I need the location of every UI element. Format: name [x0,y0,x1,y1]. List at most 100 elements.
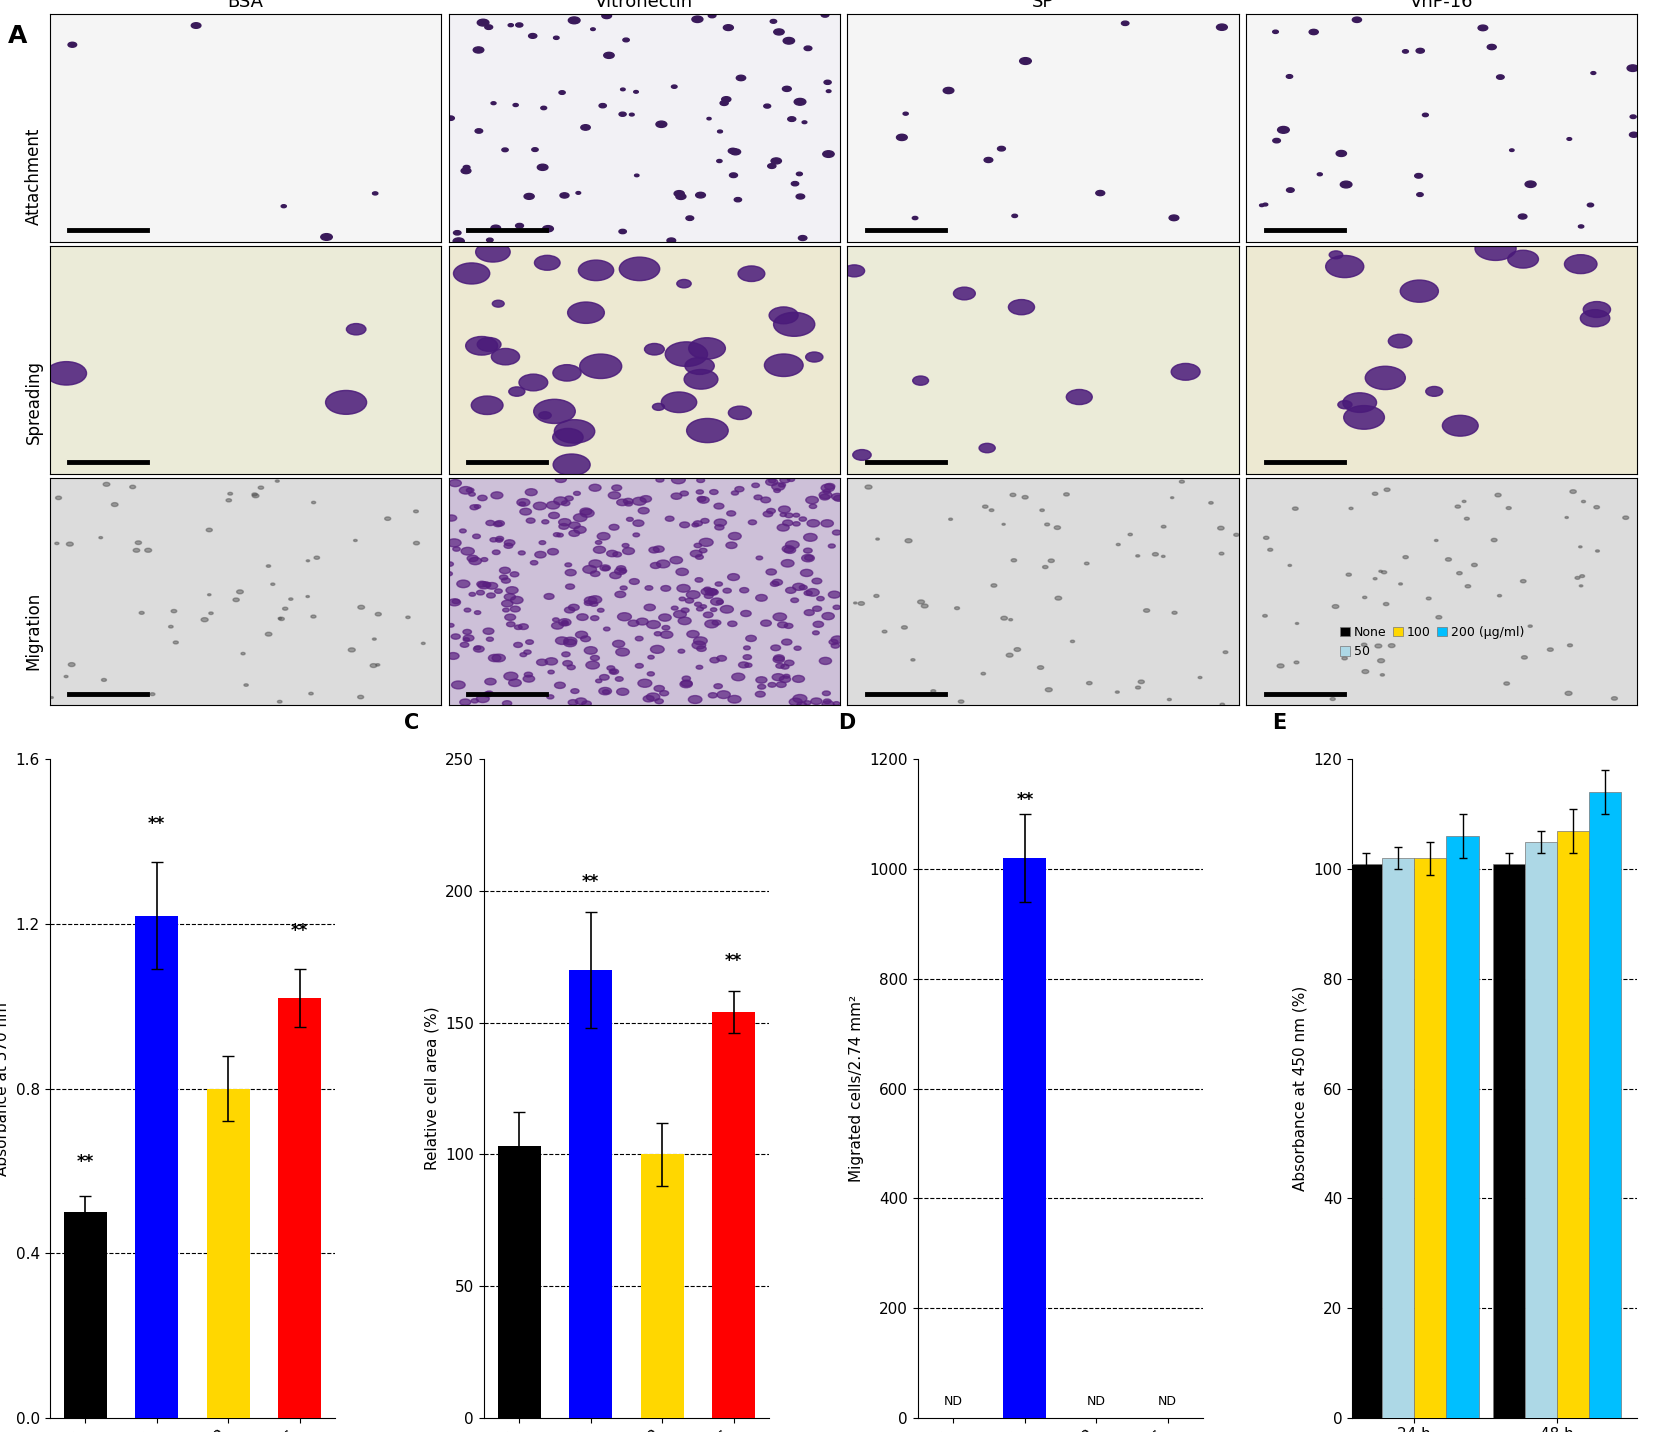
Bar [1004,858,1047,1418]
Circle shape [784,547,796,553]
Circle shape [500,576,508,580]
Circle shape [777,621,787,627]
Circle shape [1565,517,1568,518]
Circle shape [700,548,706,553]
Circle shape [637,619,648,624]
Circle shape [662,626,670,630]
Circle shape [1628,64,1639,72]
Circle shape [822,700,834,707]
Circle shape [609,524,619,530]
Text: **: ** [291,922,308,941]
Text: ND: ND [1158,1395,1178,1408]
Circle shape [486,520,495,526]
Circle shape [1037,666,1044,669]
Circle shape [559,90,566,95]
Circle shape [1128,533,1133,536]
Circle shape [911,659,915,662]
Circle shape [1161,526,1166,528]
Circle shape [753,483,759,487]
Circle shape [610,670,617,673]
Circle shape [1442,415,1479,437]
Circle shape [782,520,792,526]
Circle shape [954,607,959,610]
Circle shape [564,639,577,647]
Circle shape [1462,500,1465,503]
Circle shape [782,86,791,92]
Circle shape [476,695,490,703]
Circle shape [556,637,569,644]
Circle shape [691,642,706,649]
Circle shape [552,428,584,447]
Circle shape [496,538,503,543]
Circle shape [756,594,767,601]
Circle shape [680,491,688,495]
Circle shape [541,106,546,110]
Circle shape [46,362,86,385]
Circle shape [533,503,546,510]
Circle shape [460,643,468,647]
Circle shape [686,630,700,637]
Circle shape [491,102,496,105]
Circle shape [1426,387,1442,397]
Circle shape [1340,182,1351,188]
Circle shape [475,504,481,508]
Circle shape [675,190,685,196]
Circle shape [931,690,936,693]
Circle shape [710,657,719,663]
Circle shape [834,702,840,706]
Circle shape [1277,664,1284,667]
Circle shape [723,589,731,593]
Circle shape [776,682,786,687]
Circle shape [1136,554,1140,557]
Circle shape [766,478,777,485]
Circle shape [723,24,733,30]
Circle shape [830,636,844,643]
Circle shape [1224,650,1227,653]
Circle shape [716,656,726,662]
Circle shape [55,543,60,544]
Circle shape [504,540,514,546]
Circle shape [997,146,1006,150]
Circle shape [786,541,799,548]
Circle shape [774,312,815,337]
Circle shape [151,693,155,696]
Circle shape [504,672,518,680]
Circle shape [1011,493,1016,497]
Circle shape [1353,17,1361,23]
Circle shape [685,599,693,603]
Circle shape [754,495,762,500]
Circle shape [624,498,633,504]
Circle shape [590,656,599,660]
Circle shape [746,636,756,642]
Circle shape [805,589,819,596]
Circle shape [799,517,807,521]
Circle shape [1045,687,1052,692]
Circle shape [237,590,243,594]
Circle shape [667,238,675,243]
Circle shape [991,584,997,587]
Circle shape [766,569,776,576]
Circle shape [1070,640,1075,643]
Circle shape [1456,505,1460,508]
Circle shape [547,548,559,554]
Circle shape [481,557,488,561]
Circle shape [516,223,523,228]
Circle shape [741,610,751,617]
Circle shape [533,147,538,152]
Text: **: ** [76,1153,94,1171]
Circle shape [595,540,602,544]
Circle shape [1381,673,1384,676]
Circle shape [706,589,716,596]
Circle shape [713,620,721,626]
Circle shape [1161,556,1164,557]
Circle shape [483,583,491,587]
Circle shape [1525,180,1537,188]
Circle shape [1292,507,1298,510]
Circle shape [447,561,453,566]
Circle shape [873,594,878,597]
Circle shape [65,676,68,677]
Circle shape [1336,150,1346,156]
Circle shape [657,560,670,569]
Circle shape [614,551,622,557]
Circle shape [1446,557,1452,561]
